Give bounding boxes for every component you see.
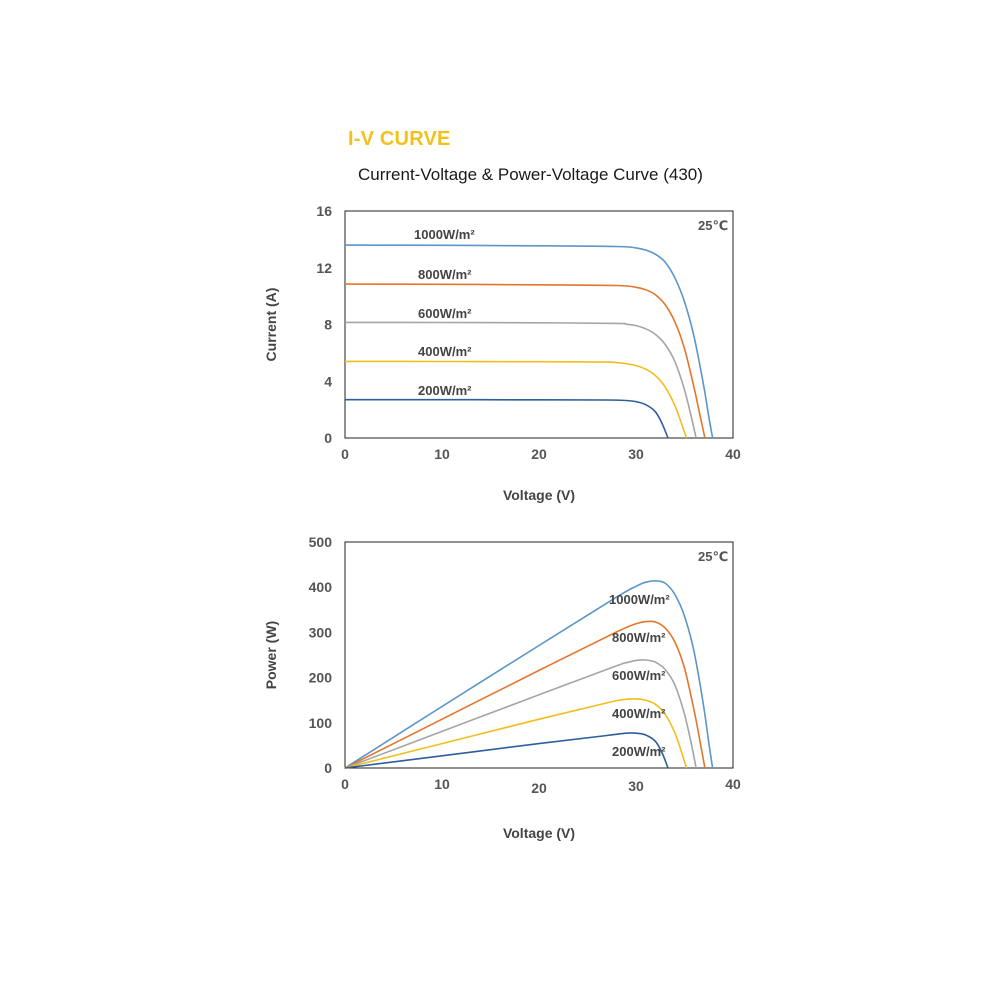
- pv-series-label-1000: 1000W/m²: [609, 592, 670, 607]
- pv-y-tick-label: 400: [309, 579, 333, 595]
- pv-x-tick-label: 0: [341, 776, 349, 792]
- iv-y-tick-label: 8: [324, 317, 332, 333]
- iv-series-label-1000: 1000W/m²: [414, 227, 475, 242]
- iv-x-tick-label: 20: [531, 446, 547, 462]
- iv-x-tick-label: 0: [341, 446, 349, 462]
- pv-x-tick-label: 20: [531, 780, 547, 796]
- iv-series-label-800: 800W/m²: [418, 267, 472, 282]
- pv-x-tick-label: 40: [725, 776, 741, 792]
- iv-chart: 0 4 8 12 16 0 10 20 30 40 Voltage (V) Current (A) 25…: [263, 203, 741, 503]
- iv-series-label-600: 600W/m²: [418, 306, 472, 321]
- pv-y-tick-label: 0: [324, 760, 332, 776]
- iv-x-tick-label: 30: [628, 446, 644, 462]
- iv-series-line-400: [344, 360, 688, 439]
- pv-x-tick-label: 10: [434, 776, 450, 792]
- iv-y-tick-label: 0: [324, 430, 332, 446]
- pv-series-line-400: [344, 697, 688, 769]
- iv-plot-frame: [344, 210, 734, 439]
- pv-series-label-800: 800W/m²: [612, 630, 666, 645]
- pv-series-line-200: [344, 732, 669, 769]
- iv-series-label-400: 400W/m²: [418, 344, 472, 359]
- pv-series-label-600: 600W/m²: [612, 668, 666, 683]
- pv-series-label-200: 200W/m²: [612, 744, 666, 759]
- iv-series-label-200: 200W/m²: [418, 383, 472, 398]
- iv-x-tick-label: 10: [434, 446, 450, 462]
- pv-y-tick-label: 200: [309, 670, 333, 686]
- iv-y-tick-label: 12: [316, 260, 332, 276]
- iv-series-line-600: [344, 321, 697, 439]
- pv-series-line-1000: [344, 580, 714, 769]
- pv-chart: 0 100 200 300 400 500 0 10 20 30 40 Voltage (V) Powe…: [263, 534, 741, 841]
- iv-y-tick-label: 4: [324, 373, 332, 389]
- pv-series-line-600: [344, 659, 697, 769]
- section-title: I-V CURVE: [348, 128, 451, 150]
- iv-x-tick-label: 40: [725, 446, 741, 462]
- pv-x-tick-label: 30: [628, 778, 644, 794]
- pv-y-tick-label: 300: [309, 624, 333, 640]
- pv-series-label-400: 400W/m²: [612, 706, 666, 721]
- pv-y-tick-label: 100: [309, 715, 333, 731]
- iv-temperature-annotation: 25℃: [698, 218, 728, 233]
- iv-y-tick-label: 16: [316, 203, 332, 219]
- iv-series-line-800: [344, 283, 706, 439]
- pv-series-line-800: [344, 620, 706, 769]
- pv-x-axis-title: Voltage (V): [503, 825, 575, 841]
- iv-y-axis-title: Current (A): [263, 288, 279, 362]
- pv-y-tick-label: 500: [309, 534, 333, 550]
- iv-x-axis-title: Voltage (V): [503, 487, 575, 503]
- pv-plot-frame: [344, 541, 734, 769]
- iv-series-line-1000: [344, 244, 714, 439]
- iv-series-line-200: [344, 398, 669, 439]
- chart-subtitle: Current-Voltage & Power-Voltage Curve (4…: [358, 165, 703, 184]
- pv-y-axis-title: Power (W): [263, 621, 279, 689]
- pv-temperature-annotation: 25℃: [698, 549, 728, 564]
